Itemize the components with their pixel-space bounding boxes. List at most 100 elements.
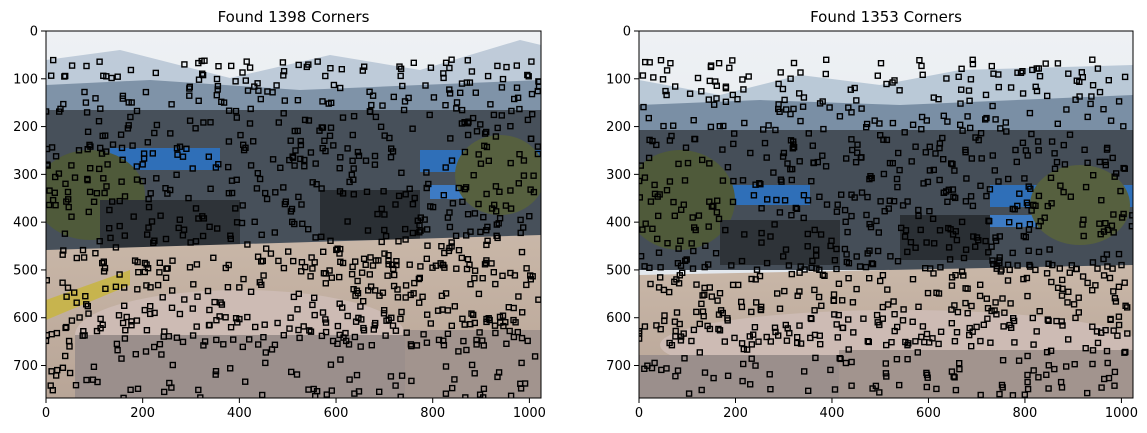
corner-marker <box>201 57 208 64</box>
corner-marker <box>833 208 841 215</box>
corner-marker <box>507 122 514 130</box>
corner-marker <box>879 315 886 322</box>
corner-marker <box>673 309 681 316</box>
corner-marker <box>307 149 315 156</box>
corner-marker <box>973 323 980 331</box>
corner-marker <box>1088 287 1096 294</box>
corner-marker <box>750 192 758 199</box>
corner-marker <box>666 178 674 185</box>
corner-marker <box>389 322 397 329</box>
corner-marker <box>680 201 687 208</box>
corner-marker <box>982 116 989 123</box>
corner-marker <box>830 291 838 298</box>
corner-marker <box>194 293 201 300</box>
corner-marker <box>322 280 329 287</box>
corner-marker <box>353 371 361 379</box>
corner-marker <box>446 64 453 72</box>
corner-marker <box>293 371 301 378</box>
corner-marker <box>192 125 199 132</box>
corner-marker <box>162 235 170 243</box>
corner-marker <box>741 119 748 127</box>
corner-marker <box>1042 60 1049 67</box>
corner-marker <box>475 151 482 158</box>
corner-marker <box>378 238 385 246</box>
corner-marker <box>989 152 996 159</box>
corner-marker <box>93 189 101 197</box>
corner-marker <box>326 132 334 140</box>
corner-marker <box>239 69 246 76</box>
corner-marker <box>1032 83 1039 91</box>
corner-marker <box>127 66 135 74</box>
corner-marker <box>116 222 123 230</box>
corner-marker <box>988 243 995 250</box>
corner-marker <box>409 125 416 132</box>
corner-marker <box>406 185 413 193</box>
corner-marker <box>1079 273 1087 280</box>
corner-marker <box>168 101 175 108</box>
corner-marker <box>143 231 151 238</box>
corner-marker <box>114 73 121 80</box>
corner-marker <box>63 293 70 300</box>
corner-marker <box>362 157 370 164</box>
corner-marker <box>1024 292 1031 300</box>
y-tick-label: 400 <box>606 216 631 231</box>
corner-marker <box>992 234 999 241</box>
corner-marker <box>1051 165 1059 173</box>
corner-marker <box>864 250 871 257</box>
corner-marker <box>446 209 453 216</box>
corner-marker <box>958 65 965 73</box>
corner-marker <box>183 145 190 153</box>
corner-marker <box>316 127 323 134</box>
corner-marker <box>402 282 410 289</box>
corner-marker <box>133 176 141 183</box>
corner-marker <box>948 274 956 281</box>
corner-marker <box>831 386 839 393</box>
corner-marker <box>380 188 387 195</box>
corner-marker <box>841 245 849 253</box>
corner-marker <box>118 144 126 152</box>
corner-marker <box>309 265 316 272</box>
corner-marker <box>926 339 933 346</box>
corner-marker <box>776 209 784 216</box>
corner-marker <box>708 203 716 210</box>
corner-marker <box>904 248 911 256</box>
corner-marker <box>929 215 937 223</box>
corner-marker <box>297 141 305 149</box>
corner-marker <box>275 119 282 126</box>
corner-marker <box>1033 87 1041 95</box>
corner-marker <box>390 265 397 273</box>
corner-marker <box>1063 106 1070 113</box>
corner-marker <box>117 131 125 138</box>
corner-marker <box>780 253 787 260</box>
corner-marker <box>1025 247 1032 255</box>
corner-marker <box>653 141 660 149</box>
corner-marker <box>448 322 455 329</box>
corner-marker <box>511 95 518 103</box>
corner-marker <box>868 260 875 267</box>
corner-marker <box>61 230 69 237</box>
corner-marker <box>417 227 424 234</box>
corner-marker <box>1034 138 1042 145</box>
corner-marker <box>1073 77 1081 84</box>
corner-marker <box>1128 222 1133 230</box>
corner-marker <box>914 349 921 356</box>
corner-marker <box>734 95 741 103</box>
corner-marker <box>106 206 113 214</box>
corner-marker <box>958 218 966 226</box>
corner-marker <box>186 85 193 92</box>
corner-marker <box>673 276 680 283</box>
corner-marker <box>411 279 418 287</box>
corner-marker <box>1100 105 1107 113</box>
corner-marker <box>470 171 477 179</box>
corner-marker <box>446 86 453 93</box>
corner-marker <box>875 229 882 236</box>
corner-marker <box>382 332 389 339</box>
corner-marker <box>706 284 713 291</box>
corner-marker <box>1070 301 1078 308</box>
corner-marker <box>968 155 975 162</box>
corner-marker <box>977 182 984 190</box>
corner-marker <box>455 348 462 355</box>
corner-marker <box>240 275 247 283</box>
corner-marker <box>397 393 404 398</box>
corner-marker <box>119 92 127 100</box>
